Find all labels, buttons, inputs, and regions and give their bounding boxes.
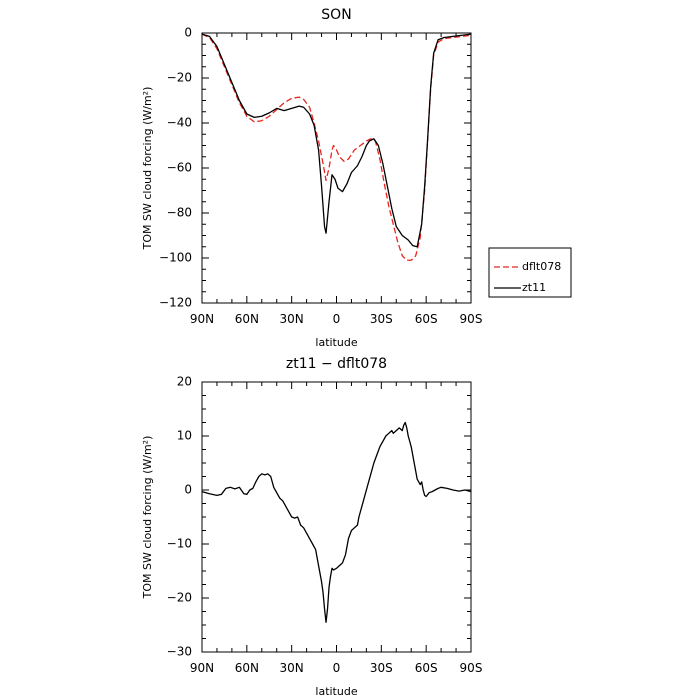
series-line-series-1 (201, 421, 472, 623)
x-tick-label: 30N (280, 661, 304, 675)
x-tick-label: 30S (370, 312, 393, 326)
x-tick-label: 90N (190, 312, 214, 326)
x-tick-label: 60S (415, 661, 438, 675)
y-tick-label: 0 (184, 483, 192, 497)
y-tick-label: −80 (167, 206, 192, 220)
x-tick-label: 60N (235, 312, 259, 326)
legend-label: dflt078 (522, 260, 561, 273)
y-tick-label: −20 (167, 591, 192, 605)
y-tick-label: −100 (159, 251, 192, 265)
x-tick-label: 0 (333, 661, 341, 675)
x-tick-label: 60N (235, 661, 259, 675)
series-line-dflt078 (201, 33, 472, 261)
x-tick-label: 30S (370, 661, 393, 675)
chart-title: zt11 − dflt078 (286, 356, 387, 372)
legend-label: zt11 (522, 281, 546, 294)
y-tick-label: −20 (167, 71, 192, 85)
chart-title: SON (321, 7, 351, 23)
plot-frame (201, 32, 472, 304)
legend-box (488, 247, 572, 298)
y-tick-label: 10 (177, 429, 192, 443)
x-tick-label: 90N (190, 661, 214, 675)
x-tick-label: 90S (460, 661, 483, 675)
x-tick-label: 90S (460, 312, 483, 326)
plot-frame (201, 381, 472, 653)
y-axis-label: TOM SW cloud forcing (W/m²) (141, 87, 154, 251)
y-tick-label: −60 (167, 161, 192, 175)
legend: dflt078 zt11 (488, 247, 572, 298)
x-axis-label: latitude (315, 336, 357, 349)
y-tick-label: −120 (159, 296, 192, 310)
series-line-zt11 (201, 33, 472, 248)
y-tick-label: −10 (167, 537, 192, 551)
x-tick-label: 60S (415, 312, 438, 326)
y-tick-label: 0 (184, 26, 192, 40)
y-tick-label: −30 (167, 645, 192, 659)
chart-panel-2: zt11 − dflt078 latitude TOM SW cloud forci… (141, 356, 482, 698)
x-tick-label: 0 (333, 312, 341, 326)
x-tick-label: 30N (280, 312, 304, 326)
y-tick-label: −40 (167, 116, 192, 130)
x-axis-label: latitude (315, 685, 357, 698)
y-axis-label: TOM SW cloud forcing (W/m²) (141, 436, 154, 600)
chart-panel-1: SON latitude TOM SW cloud forcing (W/m²) 90… (141, 7, 572, 349)
y-tick-label: 20 (177, 375, 192, 389)
